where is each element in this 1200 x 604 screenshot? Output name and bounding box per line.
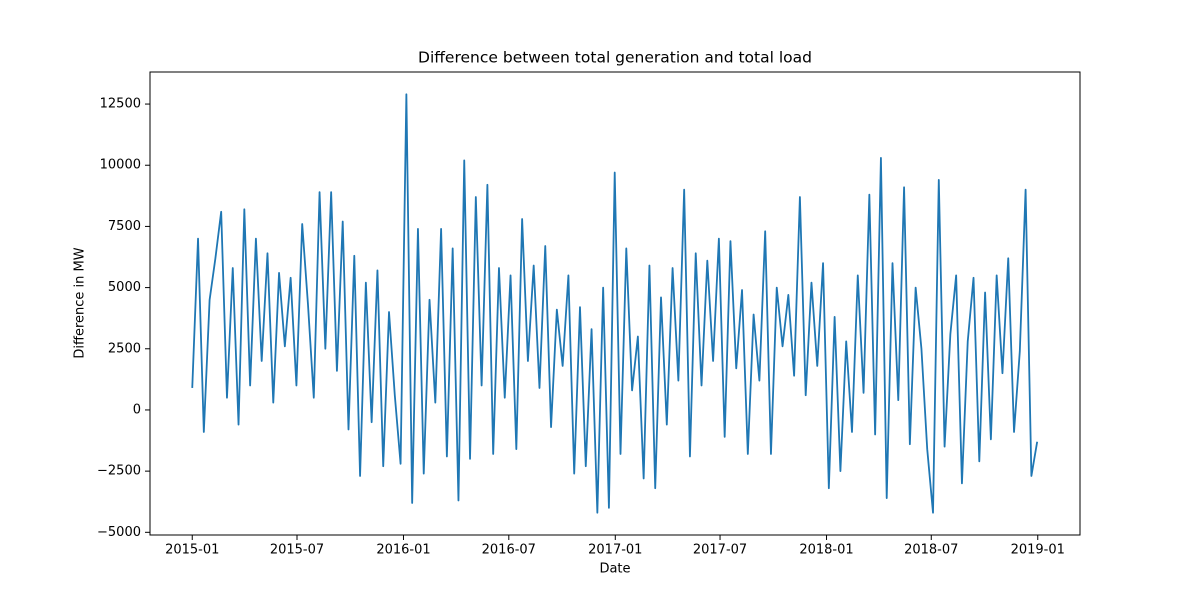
- y-tick-label: 10000: [100, 158, 141, 173]
- y-tick-label: −5000: [97, 525, 141, 540]
- x-tick-label: 2015-01: [165, 543, 219, 558]
- y-tick-label: −2500: [97, 464, 141, 479]
- chart-title: Difference between total generation and …: [418, 49, 812, 67]
- x-tick-label: 2019-01: [1011, 543, 1065, 558]
- y-tick-label: 2500: [108, 341, 141, 356]
- x-tick-label: 2017-07: [693, 543, 747, 558]
- plot-frame: [149, 71, 1081, 536]
- y-axis-label: Difference in MW: [73, 247, 88, 358]
- x-tick-label: 2015-07: [270, 543, 324, 558]
- x-tick-label: 2016-07: [482, 543, 536, 558]
- x-tick-label: 2018-07: [904, 543, 958, 558]
- x-axis-label: Date: [599, 562, 630, 577]
- x-tick-label: 2018-01: [799, 543, 853, 558]
- y-tick-label: 7500: [108, 219, 141, 234]
- data-line: [191, 93, 1039, 514]
- y-tick-label: 0: [133, 402, 141, 417]
- x-tick-label: 2016-01: [376, 543, 430, 558]
- y-tick-label: 5000: [108, 280, 141, 295]
- x-tick-label: 2017-01: [588, 543, 642, 558]
- y-tick-label: 12500: [100, 97, 141, 112]
